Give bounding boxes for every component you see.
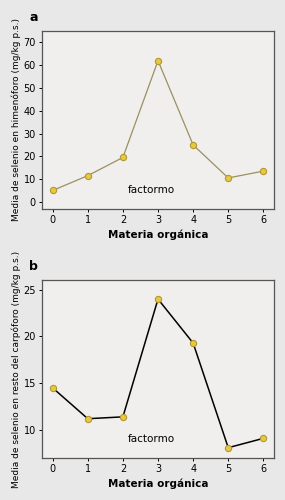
Y-axis label: Media de selenio en himenóforo (mg/kg p.s.): Media de selenio en himenóforo (mg/kg p.… [11, 18, 21, 222]
Text: factormo: factormo [127, 434, 174, 444]
Text: factormo: factormo [127, 185, 174, 195]
Text: a: a [29, 11, 38, 24]
Y-axis label: Media de selenio en resto del carpóforo (mg/kg p.s.): Media de selenio en resto del carpóforo … [11, 250, 21, 488]
X-axis label: Materia orgánica: Materia orgánica [108, 229, 208, 239]
X-axis label: Materia orgánica: Materia orgánica [108, 478, 208, 489]
Text: b: b [28, 260, 38, 274]
